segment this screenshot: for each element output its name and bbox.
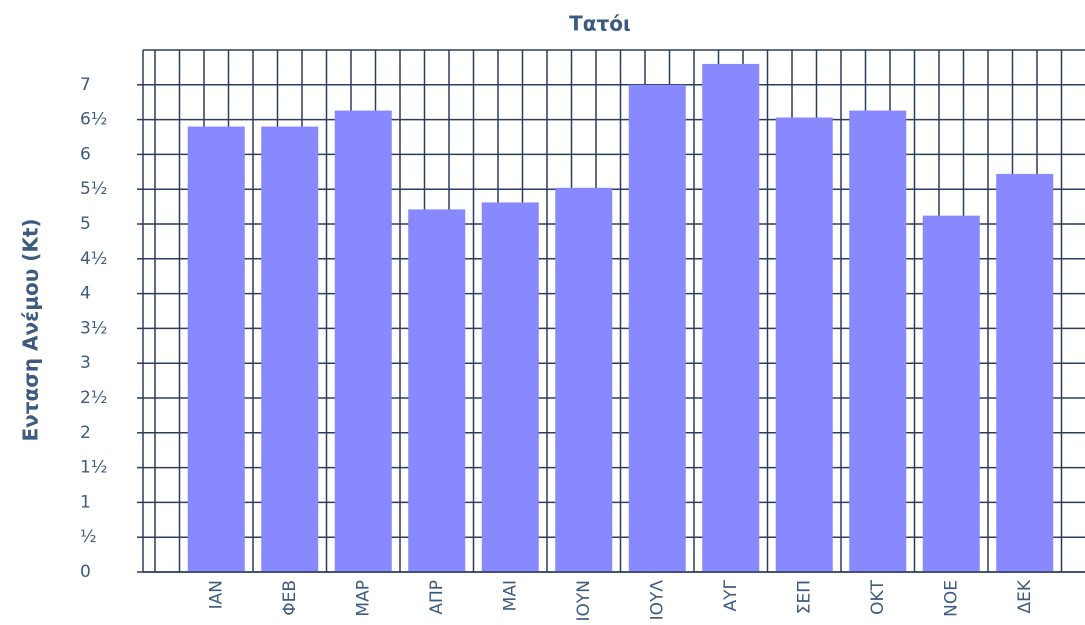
x-tick-label: ΑΥΓ (721, 579, 741, 611)
y-tick-label: 3½ (80, 318, 107, 338)
bar (261, 126, 319, 572)
bar (187, 126, 245, 572)
x-tick-label: ΙΑΝ (206, 580, 226, 609)
y-axis-label: Ενταση Ανέμου (Kt) (19, 218, 43, 441)
x-tick-label: ΝΟΕ (941, 580, 961, 617)
y-tick-label: 0 (80, 562, 91, 582)
y-tick-label: 7 (80, 75, 91, 95)
bar (334, 110, 392, 572)
y-tick-label: 6½ (80, 110, 107, 130)
bar (481, 202, 539, 572)
x-tick-label: ΟΚΤ (868, 579, 888, 615)
y-tick-label: 2½ (80, 388, 107, 408)
bar (849, 110, 907, 572)
x-tick-label: ΜΑΙ (500, 580, 520, 611)
x-tick-label: ΙΟΥΛ (647, 580, 667, 621)
y-tick-label: 4½ (80, 249, 107, 269)
bar (996, 173, 1054, 572)
x-tick-label: ΑΠΡ (427, 580, 447, 615)
x-tick-label: ΔΕΚ (1015, 579, 1035, 613)
y-tick-label: 3 (80, 353, 91, 373)
bar (922, 215, 980, 572)
x-tick-label: ΦΕΒ (280, 580, 300, 616)
y-tick-label: 6 (80, 144, 91, 164)
y-tick-label: 5 (80, 214, 91, 234)
x-tick-label: ΙΟΥΝ (574, 580, 594, 622)
y-tick-label: 5½ (80, 179, 107, 199)
bar (775, 117, 833, 573)
y-tick-label: 1 (80, 492, 91, 512)
y-tick-label: ½ (80, 527, 96, 547)
y-tick-label: 4 (80, 284, 91, 304)
y-tick-label: 1½ (80, 458, 107, 478)
bar (628, 84, 686, 573)
bar (702, 63, 760, 573)
bar (408, 209, 466, 572)
x-tick-label: ΣΕΠ (794, 580, 814, 614)
chart-title: Τατόι (569, 12, 631, 36)
y-tick-label: 2 (80, 423, 91, 443)
bar (555, 187, 613, 573)
x-tick-label: ΜΑΡ (353, 580, 373, 617)
